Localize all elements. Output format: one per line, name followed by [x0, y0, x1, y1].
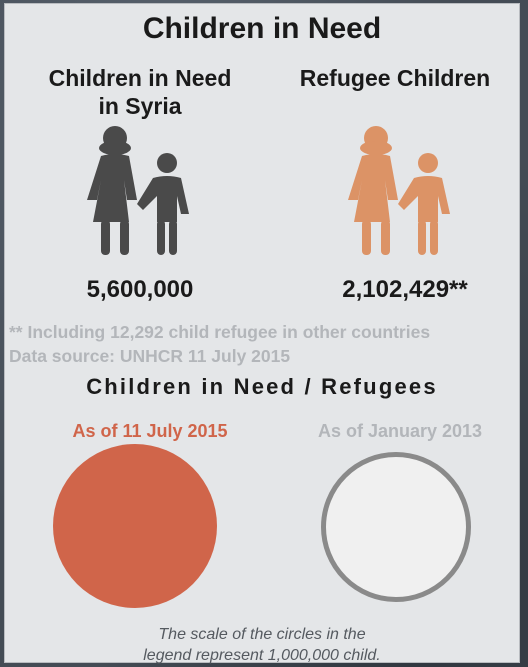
- footnote-line1: The scale of the circles in the: [158, 626, 366, 643]
- right-count: 2,102,429**: [342, 276, 468, 303]
- left-count: 5,600,000: [86, 276, 194, 303]
- right-circle-label: As of January 2013: [317, 421, 483, 441]
- comparison-title: Children in Need / Refugees: [86, 374, 438, 399]
- infographic-card: Children in Need Children in Need in Syr…: [4, 3, 520, 666]
- footnote: The scale of the circles in the legend r…: [5, 624, 519, 666]
- left-heading-line2: in Syria: [98, 93, 182, 119]
- right-column-heading: Refugee Children: [299, 65, 491, 91]
- footnote-line2: legend represent 1,000,000 child.: [143, 647, 381, 664]
- left-column-heading: Children in Need in Syria: [25, 64, 255, 120]
- circle-2013: [321, 452, 471, 602]
- mother-and-child-icon: [87, 126, 189, 255]
- left-circle-label: As of 11 July 2015: [72, 421, 228, 441]
- asterisk-note: ** Including 12,292 child refugee in oth…: [9, 322, 431, 342]
- left-heading-line1: Children in Need: [48, 65, 232, 91]
- data-source: Data source: UNHCR 11 July 2015: [9, 346, 291, 366]
- page-title: Children in Need: [142, 12, 382, 45]
- circle-2015: [53, 444, 217, 608]
- mother-and-child-icon-refugee: [348, 126, 450, 255]
